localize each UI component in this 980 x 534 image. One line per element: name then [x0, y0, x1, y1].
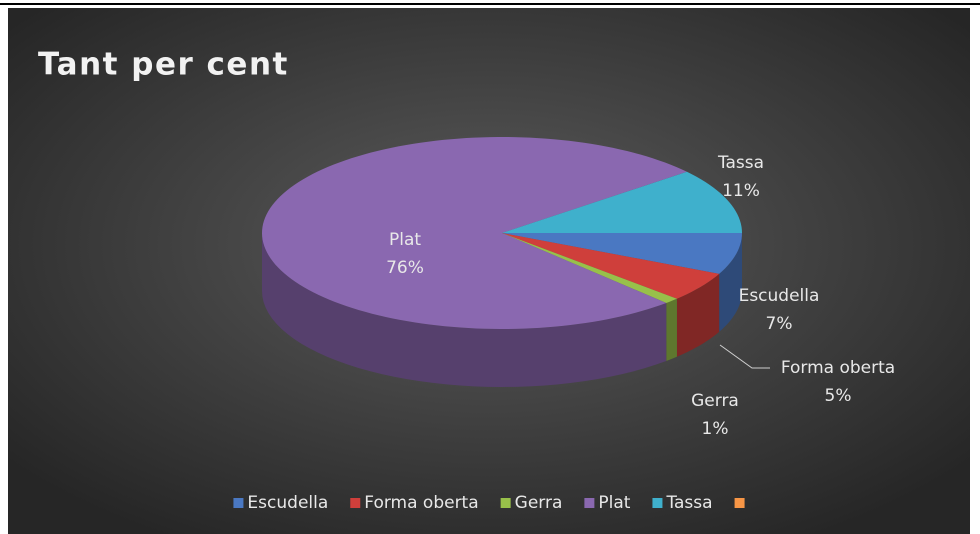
legend-item: Plat [584, 493, 631, 513]
data-label-name: Escudella [739, 286, 820, 306]
legend-label: Forma oberta [364, 493, 478, 513]
legend-item [734, 498, 745, 508]
slice [502, 233, 720, 299]
legend: Escudella Forma oberta Gerra Plat Tassa [233, 493, 745, 513]
slice [262, 137, 687, 329]
data-label-name: Gerra [691, 391, 739, 411]
data-label-value: 76% [386, 258, 424, 278]
chart-title: Tant per cent [38, 47, 289, 83]
legend-swatch [652, 498, 663, 508]
slice [502, 171, 742, 233]
slice-side [676, 273, 720, 357]
data-label-name: Plat [389, 230, 421, 250]
legend-item: Escudella [233, 493, 328, 513]
slice [502, 233, 742, 274]
leader-line [719, 344, 770, 369]
slice-side [666, 298, 677, 361]
data-label-name: Tassa [717, 153, 764, 173]
legend-label: Escudella [247, 493, 328, 513]
legend-swatch [584, 498, 595, 508]
legend-swatch [734, 498, 745, 508]
data-label-value: 11% [722, 181, 760, 201]
data-label-name: Forma oberta [781, 358, 895, 378]
legend-item: Tassa [652, 493, 713, 513]
legend-swatch [350, 498, 361, 508]
legend-label: Tassa [665, 493, 712, 513]
slice-side [719, 233, 742, 332]
data-label-value: 5% [825, 386, 852, 406]
legend-swatch [233, 498, 244, 508]
slice [502, 233, 677, 303]
slice-side [262, 233, 667, 387]
legend-item: Gerra [500, 493, 563, 513]
data-label-value: 7% [766, 314, 793, 334]
labels: Escudella 7% Forma oberta 5% Gerra 1% Plat 76% T… [386, 153, 895, 439]
data-label-value: 1% [702, 419, 729, 439]
legend-label: Plat [598, 493, 630, 513]
legend-swatch [500, 498, 511, 508]
legend-label: Gerra [515, 493, 563, 513]
legend-item: Forma oberta [350, 493, 479, 513]
pie [262, 137, 742, 387]
